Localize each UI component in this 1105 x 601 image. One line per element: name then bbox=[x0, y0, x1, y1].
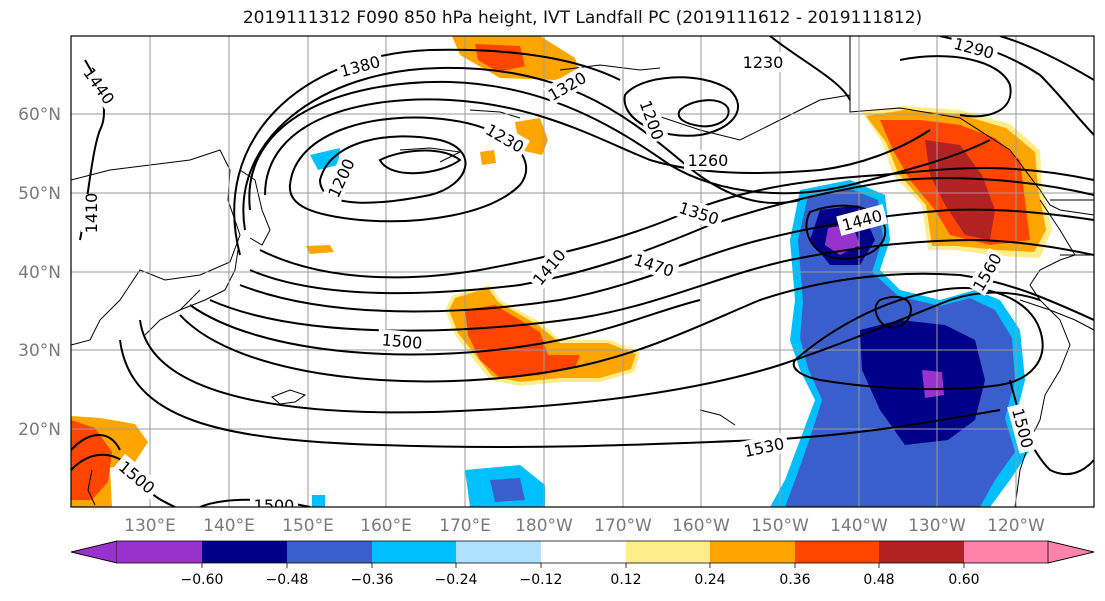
colorbar-segment bbox=[541, 541, 626, 563]
colorbar-segment bbox=[626, 541, 710, 563]
colorbar-tick-label: −0.24 bbox=[435, 572, 478, 588]
map-frame bbox=[70, 35, 1095, 508]
lat-label: 40°N bbox=[18, 263, 61, 283]
colorbar-tick-label: 0.24 bbox=[694, 572, 725, 588]
lat-label: 60°N bbox=[18, 105, 61, 125]
colorbar-segment bbox=[117, 541, 202, 563]
lon-label: 130°W bbox=[908, 516, 966, 536]
lon-label: 140°W bbox=[830, 516, 888, 536]
colorbar-segment bbox=[372, 541, 456, 563]
lon-label: 160°E bbox=[360, 516, 412, 536]
colorbar-segment bbox=[879, 541, 964, 563]
lat-label: 30°N bbox=[18, 341, 61, 361]
colorbar-segment bbox=[287, 541, 372, 563]
colorbar-tick-label: 0.60 bbox=[948, 572, 979, 588]
contour-label: 1500 bbox=[381, 330, 423, 352]
lon-label: 170°W bbox=[594, 516, 652, 536]
colorbar-segment bbox=[456, 541, 541, 563]
lat-label: 20°N bbox=[18, 420, 61, 440]
lon-label: 180°W bbox=[515, 516, 573, 536]
lon-label: 150°W bbox=[751, 516, 809, 536]
latitude-labels: 60°N 50°N 40°N 30°N 20°N bbox=[18, 105, 61, 440]
contour-label: 1230 bbox=[743, 53, 784, 72]
colorbar-tick-label: −0.12 bbox=[520, 572, 563, 588]
lon-label: 160°W bbox=[672, 516, 730, 536]
contour-label: 1260 bbox=[688, 151, 729, 170]
lon-label: 130°E bbox=[124, 516, 176, 536]
lon-label: 120°W bbox=[987, 516, 1045, 536]
colorbar-tick-label: 0.12 bbox=[610, 572, 641, 588]
colorbar-tick-label: 0.36 bbox=[779, 572, 810, 588]
lat-label: 50°N bbox=[18, 184, 61, 204]
lon-label: 150°E bbox=[282, 516, 334, 536]
colorbar-high-arrow bbox=[1047, 540, 1095, 564]
colorbar-segment bbox=[964, 541, 1048, 563]
coastlines bbox=[71, 36, 1094, 507]
colorbar-segment bbox=[202, 541, 287, 563]
colorbar-tick-label: −0.48 bbox=[266, 572, 309, 588]
ivt-shading bbox=[71, 36, 1052, 507]
colorbar-low-arrow bbox=[70, 540, 118, 564]
contour-label: 1410 bbox=[82, 193, 101, 234]
lon-label: 170°E bbox=[439, 516, 491, 536]
colorbar-tick-label: 0.48 bbox=[863, 572, 894, 588]
contour-label: 1500 bbox=[254, 496, 295, 515]
colorbar-segment bbox=[710, 541, 795, 563]
colorbar-tick-label: −0.60 bbox=[181, 572, 224, 588]
colorbar-segment bbox=[795, 541, 879, 563]
map-title: 2019111312 F090 850 hPa height, IVT Land… bbox=[242, 8, 923, 28]
longitude-labels: 130°E 140°E 150°E 160°E 170°E 180°W 170°… bbox=[124, 516, 1045, 536]
gridlines bbox=[71, 36, 1094, 507]
colorbar: −0.60 −0.48 −0.36 −0.24 −0.12 0.12 0.24 … bbox=[70, 540, 1095, 588]
lon-label: 140°E bbox=[203, 516, 255, 536]
colorbar-tick-label: −0.36 bbox=[351, 572, 394, 588]
